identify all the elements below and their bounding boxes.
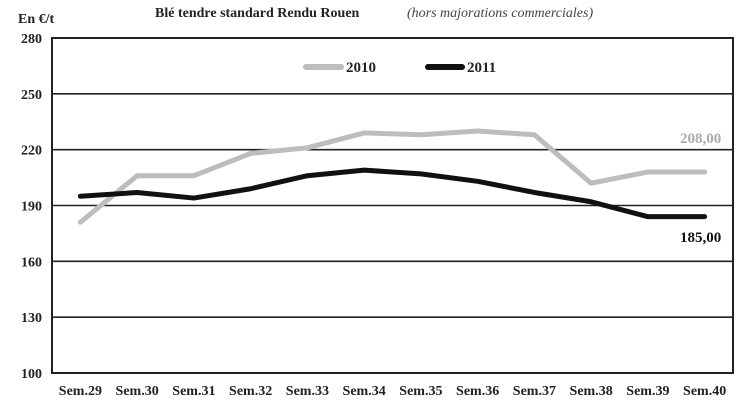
y-tick-label: 130 <box>21 311 42 326</box>
series-line-2010 <box>77 128 708 225</box>
x-tick-label: Sem.35 <box>399 384 442 399</box>
y-tick-label: 280 <box>21 32 42 47</box>
x-tick-label: Sem.40 <box>683 384 726 399</box>
chart-subtitle: (hors majorations commerciales) <box>407 6 593 21</box>
end-value-label-2011: 185,00 <box>680 230 721 246</box>
x-tick-label: Sem.34 <box>343 384 386 399</box>
y-axis-label: En €/t <box>18 12 55 27</box>
x-tick-label: Sem.31 <box>172 384 215 399</box>
end-value-label-2010: 208,00 <box>680 131 721 147</box>
x-tick-label: Sem.37 <box>513 384 556 399</box>
legend: 2010 2011 <box>303 60 496 76</box>
legend-label-2011: 2011 <box>467 60 496 76</box>
x-tick-label: Sem.33 <box>286 384 329 399</box>
series-lines <box>77 128 708 225</box>
y-tick-label: 220 <box>21 144 42 159</box>
x-tick-label: Sem.30 <box>116 384 159 399</box>
x-tick-label: Sem.29 <box>59 384 102 399</box>
gridlines <box>52 93 733 318</box>
x-tick-label: Sem.39 <box>626 384 669 399</box>
y-tick-label: 160 <box>21 255 42 270</box>
series-line-2011 <box>77 167 708 220</box>
legend-label-2010: 2010 <box>346 60 376 76</box>
y-tick-label: 100 <box>21 367 42 382</box>
plot-frame <box>51 37 734 374</box>
x-tick-label: Sem.36 <box>456 384 499 399</box>
x-tick-labels: Sem.29 Sem.30 Sem.31 Sem.32 Sem.33 Sem.34 Sem.… <box>59 384 726 399</box>
y-tick-label: 250 <box>21 88 42 103</box>
x-tick-label: Sem.38 <box>570 384 613 399</box>
y-tick-labels: 100 130 160 190 220 250 280 <box>21 32 42 382</box>
x-tick-label: Sem.32 <box>229 384 272 399</box>
y-tick-label: 190 <box>21 200 42 215</box>
chart-title: Blé tendre standard Rendu Rouen <box>155 6 360 21</box>
